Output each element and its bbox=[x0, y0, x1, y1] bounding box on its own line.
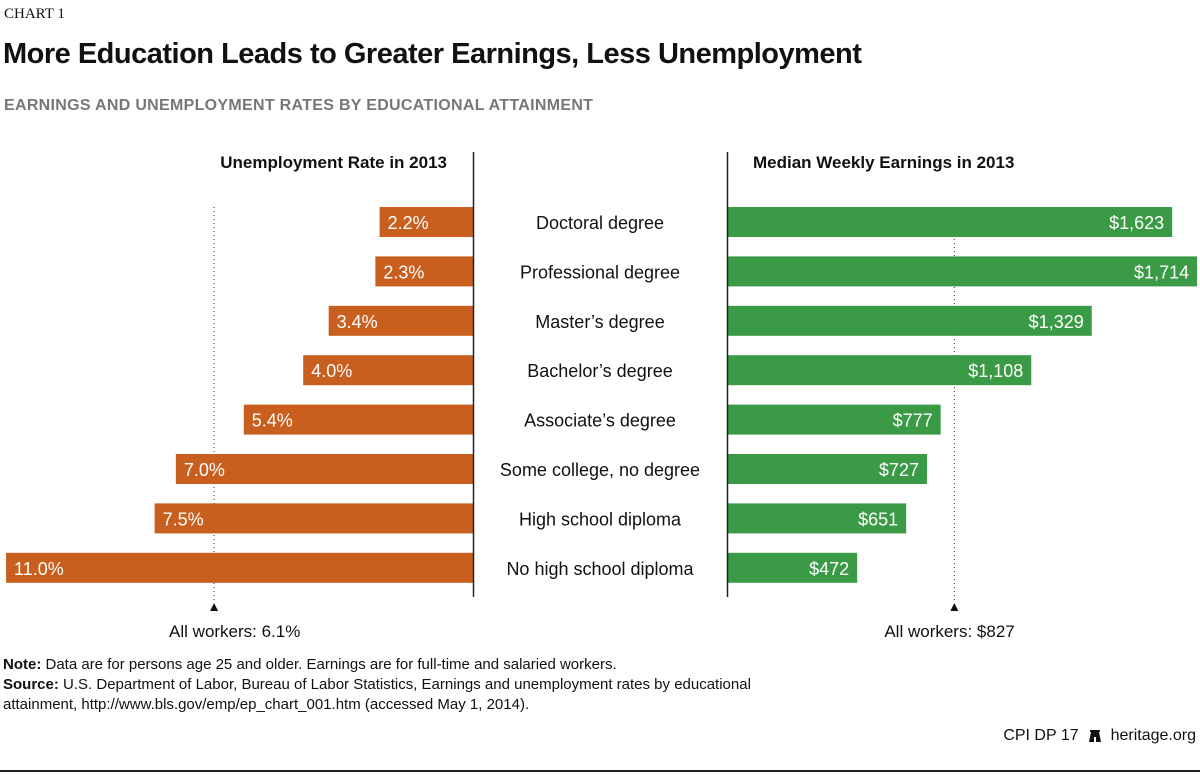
left-panel-title: Unemployment Rate in 2013 bbox=[220, 153, 447, 172]
chart-subtitle: EARNINGS AND UNEMPLOYMENT RATES BY EDUCA… bbox=[4, 97, 594, 114]
unemployment-bar bbox=[175, 454, 473, 484]
category-label: Bachelor’s degree bbox=[527, 361, 672, 381]
category-label: No high school diploma bbox=[506, 559, 694, 579]
category-label: Professional degree bbox=[520, 262, 680, 282]
unemployment-bar-label: 7.0% bbox=[184, 460, 225, 480]
earnings-bar bbox=[728, 552, 858, 583]
source-text: U.S. Department of Labor, Bureau of Labo… bbox=[3, 676, 751, 713]
unemployment-bar bbox=[243, 404, 473, 435]
chart-canvas: All workers: 6.1% All workers: $827 2.2% $1… bbox=[6, 152, 1198, 641]
unemployment-bar-label: 2.2% bbox=[388, 213, 429, 233]
liberty-bell-icon bbox=[1088, 730, 1101, 742]
unemployment-bar-label: 3.4% bbox=[337, 312, 378, 332]
earnings-bar bbox=[728, 256, 1198, 287]
earnings-bar-label: $1,108 bbox=[968, 361, 1023, 381]
unemployment-bar bbox=[6, 552, 474, 583]
right-reference-label: All workers: $827 bbox=[884, 622, 1014, 641]
unemployment-bar bbox=[154, 503, 473, 534]
earnings-bar-label: $1,623 bbox=[1109, 213, 1164, 233]
unemployment-bar bbox=[375, 256, 473, 287]
category-label: Master’s degree bbox=[535, 312, 664, 332]
credit: CPI DP 17 heritage.org bbox=[1003, 727, 1196, 745]
category-label: Some college, no degree bbox=[500, 460, 700, 480]
earnings-bar-label: $1,329 bbox=[1029, 312, 1084, 332]
earnings-bar bbox=[728, 305, 1092, 336]
source: Source: U.S. Department of Labor, Bureau… bbox=[3, 675, 793, 715]
earnings-bar bbox=[728, 503, 907, 534]
earnings-bar-label: $472 bbox=[809, 559, 849, 579]
earnings-bar bbox=[728, 207, 1173, 237]
unemployment-bar-label: 2.3% bbox=[383, 262, 424, 282]
unemployment-bar-label: 7.5% bbox=[163, 509, 204, 529]
report-code: CPI DP 17 bbox=[1003, 727, 1079, 744]
unemployment-bar-label: 11.0% bbox=[14, 559, 64, 579]
unemployment-bar bbox=[379, 207, 473, 237]
site-link[interactable]: heritage.org bbox=[1110, 727, 1196, 744]
unemployment-bar-label: 4.0% bbox=[311, 361, 352, 381]
earnings-bar-label: $777 bbox=[893, 411, 933, 431]
left-reference-label: All workers: 6.1% bbox=[169, 622, 300, 641]
chart-label: CHART 1 bbox=[4, 6, 65, 22]
source-label: Source: bbox=[3, 676, 59, 693]
unemployment-bar bbox=[328, 305, 473, 336]
right-reference-marker bbox=[950, 603, 959, 611]
earnings-bar-label: $1,714 bbox=[1134, 262, 1189, 282]
category-label: Associate’s degree bbox=[524, 411, 676, 431]
note-label: Note: bbox=[3, 656, 42, 673]
earnings-bar bbox=[728, 454, 927, 484]
right-panel-title: Median Weekly Earnings in 2013 bbox=[753, 153, 1015, 172]
earnings-bar-label: $727 bbox=[879, 460, 919, 480]
note-text: Data are for persons age 25 and older. E… bbox=[41, 656, 617, 673]
earnings-bar bbox=[728, 355, 1032, 386]
note: Note: Data are for persons age 25 and ol… bbox=[3, 655, 803, 675]
category-label: Doctoral degree bbox=[536, 213, 664, 233]
unemployment-bar bbox=[303, 355, 473, 386]
earnings-bar bbox=[728, 404, 941, 435]
earnings-bar-label: $651 bbox=[858, 509, 898, 529]
chart-title: More Education Leads to Greater Earnings… bbox=[3, 38, 862, 70]
left-reference-marker bbox=[210, 603, 219, 611]
bottom-rule bbox=[0, 770, 1200, 772]
category-label: High school diploma bbox=[519, 509, 682, 529]
unemployment-bar-label: 5.4% bbox=[252, 411, 293, 431]
